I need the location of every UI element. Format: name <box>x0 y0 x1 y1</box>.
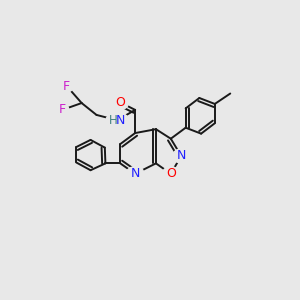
Ellipse shape <box>106 112 129 128</box>
Ellipse shape <box>173 149 190 163</box>
Ellipse shape <box>112 95 129 110</box>
Text: F: F <box>59 103 66 116</box>
Text: O: O <box>115 96 125 109</box>
Ellipse shape <box>163 167 179 181</box>
Text: N: N <box>116 114 126 127</box>
Text: N: N <box>130 167 140 180</box>
Ellipse shape <box>126 167 144 181</box>
Text: F: F <box>63 80 70 93</box>
Ellipse shape <box>60 80 73 92</box>
Text: N: N <box>176 149 186 162</box>
Ellipse shape <box>56 104 69 116</box>
Text: O: O <box>166 167 176 180</box>
Text: H: H <box>109 114 118 127</box>
